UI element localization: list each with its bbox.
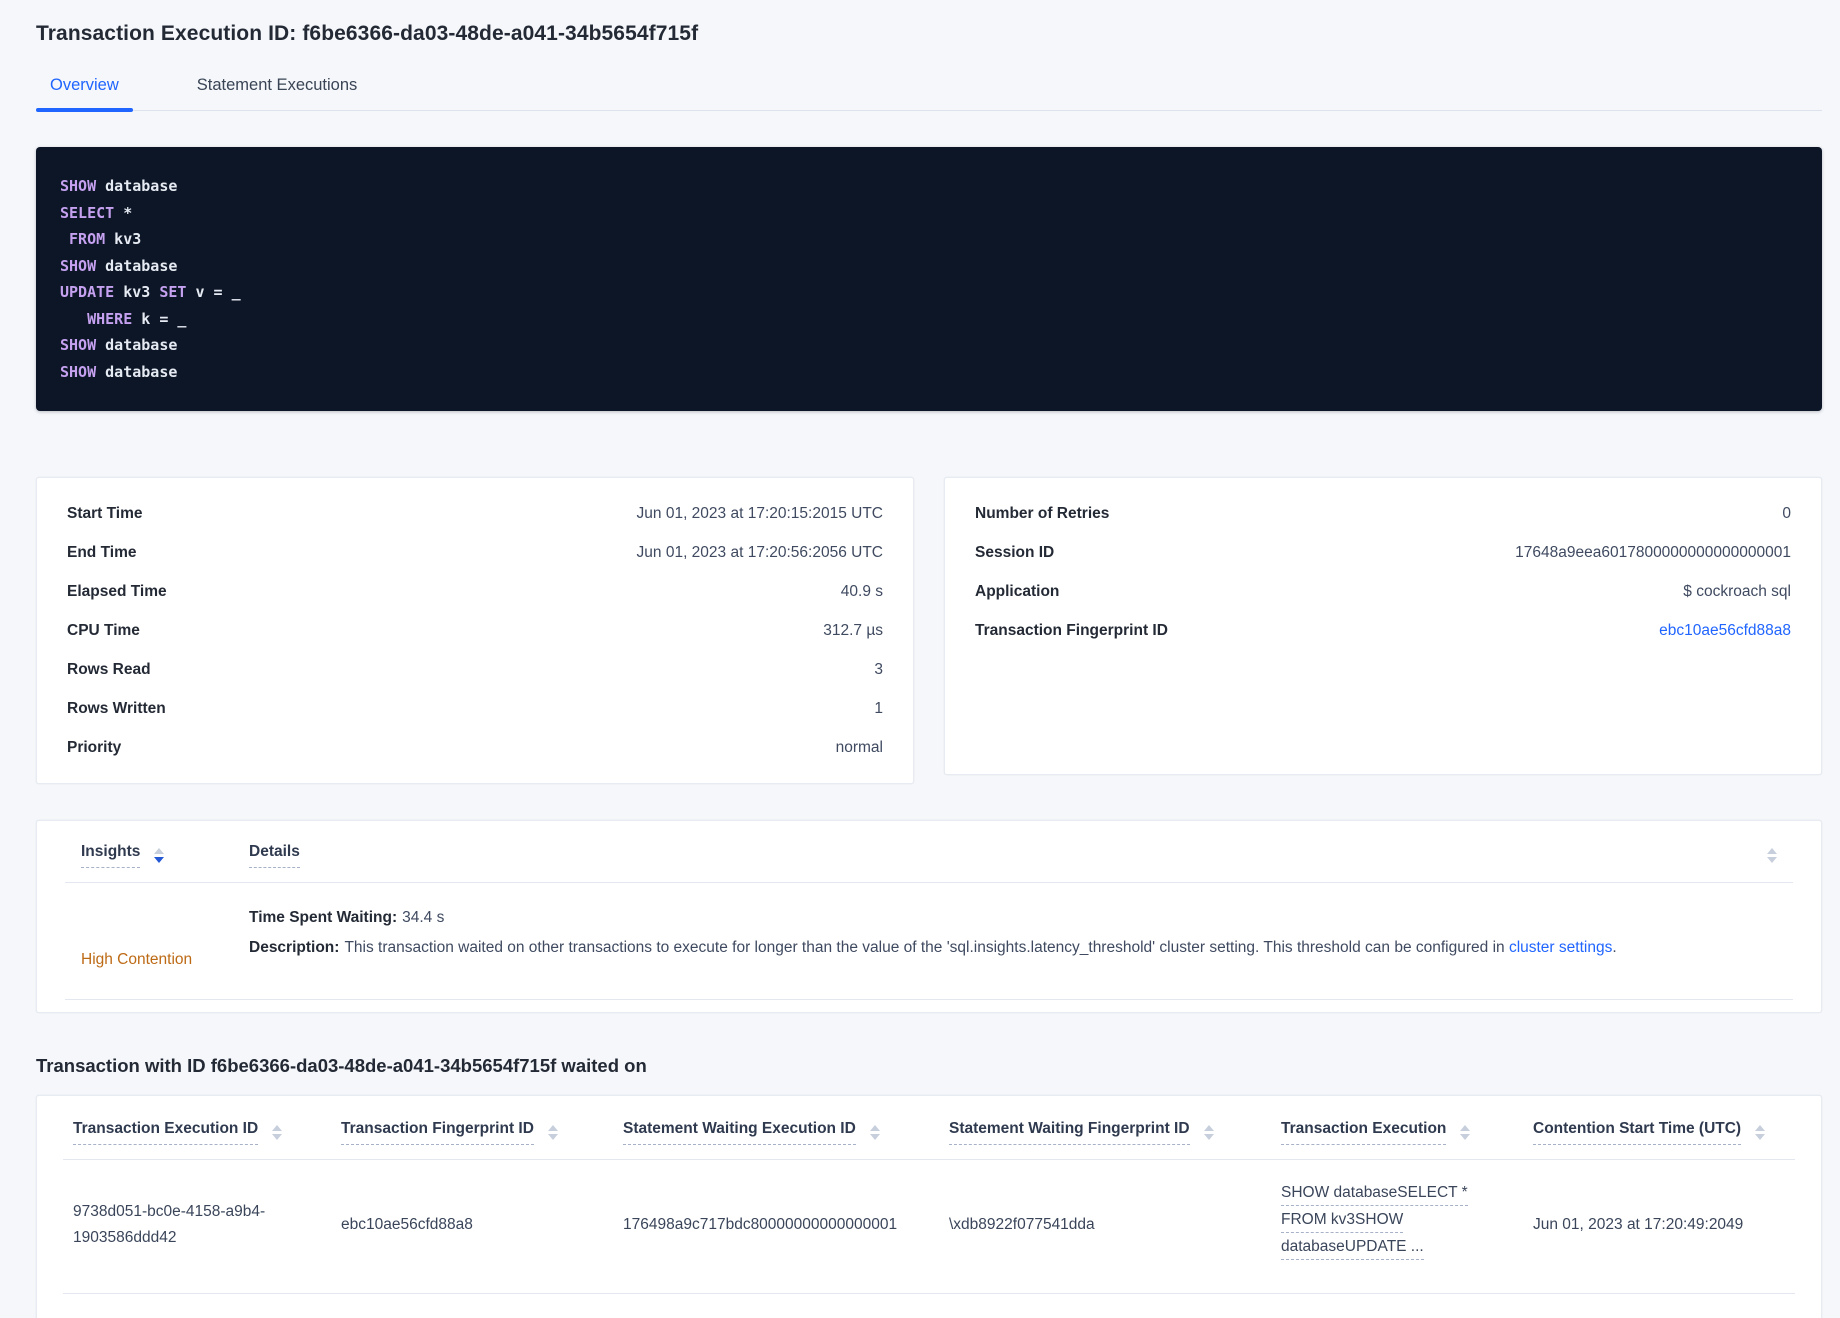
tab-overview[interactable]: Overview: [36, 76, 133, 112]
details-header-label[interactable]: Details: [249, 843, 300, 868]
summary-label: Rows Read: [67, 660, 151, 678]
waited-on-heading: Transaction with ID f6be6366-da03-48de-a…: [36, 1055, 647, 1076]
summary-label: Transaction Fingerprint ID: [975, 621, 1168, 639]
execution-stats-card: Start Time Jun 01, 2023 at 17:20:15:2015 …: [36, 477, 914, 784]
column-header: Transaction Execution ID: [73, 1120, 341, 1145]
cell-statement-waiting-fingerprint-id: \xdb8922f077541dda: [949, 1215, 1095, 1233]
insight-type-label: High Contention: [81, 951, 193, 968]
cell-contention-start-time: Jun 01, 2023 at 17:20:49:2049: [1533, 1215, 1744, 1233]
cell-transaction-fingerprint-id: ebc10ae56cfd88a8: [341, 1215, 473, 1233]
fingerprint-id-link[interactable]: ebc10ae56cfd88a8: [1659, 621, 1791, 639]
summary-value: Jun 01, 2023 at 17:20:56:2056 UTC: [636, 543, 883, 561]
summary-label: Start Time: [67, 504, 143, 522]
column-header: Statement Waiting Execution ID: [623, 1120, 949, 1145]
insights-column-header: Insights: [81, 843, 249, 868]
column-header-label[interactable]: Statement Waiting Execution ID: [623, 1120, 856, 1145]
summary-label: CPU Time: [67, 621, 140, 639]
sql-statements-box: SHOW database SELECT * FROM kv3 SHOW datab…: [36, 147, 1822, 411]
summary-label: End Time: [67, 543, 137, 561]
description-suffix: .: [1612, 939, 1617, 956]
insights-card: Insights Details High Contention Time Sp…: [36, 820, 1822, 1013]
description-label: Description:: [249, 939, 340, 956]
cluster-settings-link[interactable]: cluster settings: [1508, 939, 1613, 956]
cell-statement-waiting-execution-id: 176498a9c717bdc80000000000000001: [623, 1215, 898, 1233]
summary-row: Rows Written 1: [67, 689, 883, 728]
summary-row: CPU Time 312.7 µs: [67, 611, 883, 650]
sort-icon[interactable]: [1203, 1125, 1214, 1140]
waited-on-table-row: 9738d051-bc0e-4158-a9b4-1903586ddd42 ebc…: [63, 1160, 1795, 1294]
sort-icon[interactable]: [1755, 1125, 1766, 1140]
waited-on-table-header: Transaction Execution ID Transaction Fing…: [63, 1096, 1795, 1160]
summary-value: 1: [874, 699, 883, 717]
sort-icon[interactable]: [154, 848, 165, 863]
column-header: Statement Waiting Fingerprint ID: [949, 1120, 1281, 1145]
summary-value: 40.9 s: [840, 582, 883, 600]
summary-row: Number of Retries 0: [975, 494, 1791, 533]
session-info-card: Number of Retries 0 Session ID 17648a9eea60…: [944, 477, 1822, 775]
summary-cards: Start Time Jun 01, 2023 at 17:20:15:2015 …: [36, 477, 1822, 784]
insight-details: Time Spent Waiting: 34.4 s Description: Th…: [249, 909, 1777, 969]
sort-icon[interactable]: [547, 1125, 558, 1140]
column-header-label[interactable]: Transaction Execution ID: [73, 1120, 259, 1145]
sort-icon[interactable]: [1460, 1125, 1471, 1140]
transaction-execution-link[interactable]: SHOW databaseSELECT *: [1281, 1184, 1468, 1206]
insights-header-label[interactable]: Insights: [81, 843, 141, 868]
sql-line: SHOW database: [60, 362, 178, 381]
insight-row: High Contention Time Spent Waiting: 34.4 …: [65, 883, 1793, 1000]
time-spent-waiting-label: Time Spent Waiting:: [249, 909, 398, 926]
transaction-execution-link[interactable]: FROM kv3SHOW: [1281, 1211, 1404, 1233]
cell-transaction-execution-statement: SHOW databaseSELECT * FROM kv3SHOW datab…: [1281, 1184, 1533, 1265]
sql-line: SHOW database: [60, 256, 178, 275]
summary-value: $ cockroach sql: [1683, 582, 1791, 600]
summary-label: Rows Written: [67, 699, 166, 717]
sql-line: UPDATE kv3 SET v = _: [60, 283, 241, 301]
summary-value: 17648a9eea6017800000000000000001: [1515, 543, 1791, 561]
summary-value: Jun 01, 2023 at 17:20:15:2015 UTC: [636, 504, 883, 522]
tab-bar: Overview Statement Executions: [36, 76, 1822, 112]
column-header: Contention Start Time (UTC): [1533, 1120, 1773, 1145]
summary-row: Rows Read 3: [67, 650, 883, 689]
cell-transaction-execution-id: 9738d051-bc0e-4158-a9b4-1903586ddd42: [73, 1202, 266, 1246]
column-header-label[interactable]: Transaction Fingerprint ID: [341, 1120, 534, 1145]
waited-on-table-card: Transaction Execution ID Transaction Fing…: [36, 1095, 1822, 1318]
summary-row: Start Time Jun 01, 2023 at 17:20:15:2015 …: [67, 494, 883, 533]
summary-label: Application: [975, 582, 1060, 600]
page-title: Transaction Execution ID: f6be6366-da03-…: [36, 22, 699, 45]
summary-row: Priority normal: [67, 728, 883, 767]
column-header-label[interactable]: Transaction Execution: [1281, 1120, 1447, 1145]
sort-icon[interactable]: [1767, 848, 1777, 863]
tab-statement-executions[interactable]: Statement Executions: [196, 76, 358, 94]
summary-row: Session ID 17648a9eea60178000000000000000…: [975, 533, 1791, 572]
sql-line: WHERE k = _: [87, 309, 187, 328]
column-header-label[interactable]: Contention Start Time (UTC): [1533, 1120, 1742, 1145]
summary-row: End Time Jun 01, 2023 at 17:20:56:2056 UT…: [67, 533, 883, 572]
sql-line: FROM kv3: [69, 230, 142, 248]
summary-row: Elapsed Time 40.9 s: [67, 572, 883, 611]
column-header: Transaction Execution: [1281, 1120, 1533, 1145]
transaction-execution-link[interactable]: databaseUPDATE ...: [1281, 1238, 1424, 1260]
description-text: This transaction waited on other transac…: [344, 939, 1509, 956]
summary-label: Session ID: [975, 543, 1055, 561]
column-header-label[interactable]: Statement Waiting Fingerprint ID: [949, 1120, 1190, 1145]
summary-value: 3: [874, 660, 883, 678]
sql-line: SHOW database: [60, 336, 178, 354]
summary-value: normal: [835, 738, 883, 756]
summary-value: 0: [1782, 504, 1791, 522]
summary-row: Application $ cockroach sql: [975, 572, 1791, 611]
summary-row: Transaction Fingerprint ID ebc10ae56cfd88…: [975, 611, 1791, 650]
summary-label: Elapsed Time: [67, 582, 167, 600]
sql-line: SHOW database: [60, 177, 178, 195]
summary-label: Number of Retries: [975, 504, 1110, 522]
sql-line: SELECT *: [60, 203, 133, 222]
sort-icon[interactable]: [272, 1125, 283, 1140]
sort-icon[interactable]: [869, 1125, 880, 1140]
insights-table-header: Insights Details: [65, 821, 1793, 883]
summary-value: 312.7 µs: [823, 621, 883, 639]
summary-label: Priority: [67, 738, 122, 756]
time-spent-waiting-value: 34.4 s: [402, 909, 445, 926]
column-header: Transaction Fingerprint ID: [341, 1120, 623, 1145]
